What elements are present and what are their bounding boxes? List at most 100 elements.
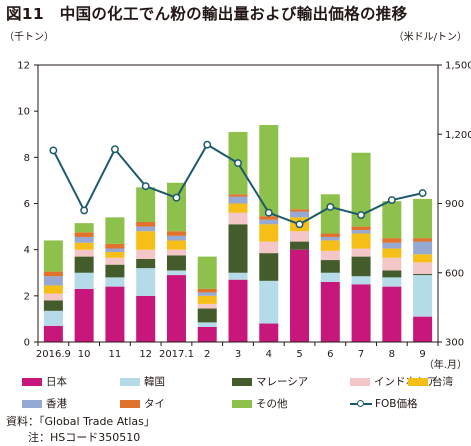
bar-segment <box>413 241 433 255</box>
legend-label: 香港 <box>46 398 67 410</box>
bar-segment <box>320 233 340 237</box>
right-tick-label: 900 <box>445 199 464 210</box>
price-point <box>387 196 396 204</box>
price-point <box>326 203 335 211</box>
bar-segment <box>382 201 402 239</box>
bar-segment <box>197 303 217 309</box>
bar-segment <box>105 251 125 258</box>
bar-segment <box>197 295 217 304</box>
legend-swatch <box>232 399 252 408</box>
bar-segment <box>105 217 125 244</box>
bar-segment <box>136 226 156 232</box>
bar-segment <box>413 198 433 239</box>
bar-segment <box>105 264 125 278</box>
bar-segment <box>43 276 63 286</box>
legend-item: その他 <box>232 396 288 411</box>
bars-group <box>43 125 433 342</box>
bar-segment <box>351 256 371 277</box>
bar-segment <box>320 236 340 241</box>
legend-label: 日本 <box>46 376 67 388</box>
x-tick-label: 6 <box>327 349 333 360</box>
bar-segment <box>351 276 371 285</box>
bar-segment <box>259 253 279 281</box>
x-tick-label: 2017.1 <box>159 349 194 360</box>
price-point <box>141 182 150 191</box>
legend-label: その他 <box>256 398 288 410</box>
price-point <box>49 146 58 155</box>
price-point <box>80 206 89 215</box>
bar-segment <box>413 262 433 274</box>
bar-segment <box>74 288 94 342</box>
price-point <box>295 220 304 229</box>
bar-segment <box>228 196 248 204</box>
left-tick-label: 4 <box>24 245 30 256</box>
bar-segment <box>413 316 433 342</box>
bar-segment <box>43 293 63 301</box>
bar-segment <box>351 233 371 249</box>
bar-segment <box>351 152 371 227</box>
bar-segment <box>382 248 402 258</box>
legend-swatch <box>22 377 42 386</box>
bar-segment <box>43 271 63 277</box>
bar-segment <box>382 270 402 278</box>
notes: 資料：「Global Trade Atlas」 注：HSコード350510 <box>6 414 155 446</box>
bar-segment <box>136 295 156 342</box>
bar-segment <box>105 248 125 252</box>
bar-segment <box>228 272 248 280</box>
x-axis-unit: （年.月） <box>424 358 467 370</box>
legend-swatch <box>350 377 370 386</box>
price-line-group <box>49 140 427 229</box>
legend-line-icon <box>350 399 372 408</box>
legend: 日本 韓国 マレーシア インドネシア 台湾 香港 タイ その他 FOB価格 <box>10 370 465 414</box>
bar-segment <box>413 254 433 263</box>
bar-segment <box>382 286 402 342</box>
bar-segment <box>259 125 279 217</box>
right-axis-unit: （米ドル/トン） <box>394 30 467 43</box>
bar-segment <box>351 248 371 257</box>
x-tick-label: 4 <box>266 349 272 360</box>
right-tick-label: 1,500 <box>445 61 471 72</box>
footnote: 注：HSコード350510 <box>28 431 141 444</box>
bar-segment <box>197 256 217 289</box>
left-tick-label: 12 <box>17 61 30 72</box>
x-tick-label: 2016.9 <box>36 349 71 360</box>
left-tick-label: 0 <box>24 338 30 349</box>
bar-segment <box>290 157 310 210</box>
export-chart: （千トン） 0 2 4 6 8 10 12 300 600 900 1,200 1,500 2016.9… <box>4 30 471 370</box>
bar-segment <box>228 224 248 273</box>
bar-segment <box>290 209 310 212</box>
bar-segment <box>136 187 156 222</box>
axes-group: 0 2 4 6 8 10 12 300 600 900 1,200 1,500 2016.9 10 11 12… <box>17 30 471 370</box>
legend-swatch <box>232 377 252 386</box>
bar-segment <box>413 275 433 317</box>
bar-segment <box>228 279 248 342</box>
bar-segment <box>74 223 94 233</box>
bar-segment <box>351 284 371 342</box>
bar-segment <box>166 275 186 342</box>
bar-segment <box>105 286 125 342</box>
x-tick-label: 5 <box>296 349 302 360</box>
bar-segment <box>43 285 63 294</box>
bar-segment <box>197 327 217 342</box>
bar-segment <box>74 272 94 289</box>
legend-label: タイ <box>144 398 165 410</box>
bar-segment <box>413 238 433 242</box>
legend-item: FOB価格 <box>350 396 418 411</box>
bar-segment <box>74 232 94 237</box>
price-point <box>234 159 242 168</box>
right-tick-label: 300 <box>445 338 464 349</box>
bar-segment <box>413 273 433 276</box>
bar-segment <box>197 292 217 296</box>
legend-swatch <box>408 377 428 386</box>
legend-swatch <box>120 377 140 386</box>
bar-segment <box>197 308 217 323</box>
x-tick-label: 11 <box>109 349 122 360</box>
x-tick-label: 3 <box>235 349 241 360</box>
bar-segment <box>259 224 279 242</box>
bar-segment <box>105 243 125 249</box>
bar-segment <box>74 242 94 250</box>
bar-segment <box>351 226 371 231</box>
bar-segment <box>197 322 217 327</box>
bar-segment <box>259 280 279 324</box>
legend-item: 香港 <box>22 396 67 411</box>
